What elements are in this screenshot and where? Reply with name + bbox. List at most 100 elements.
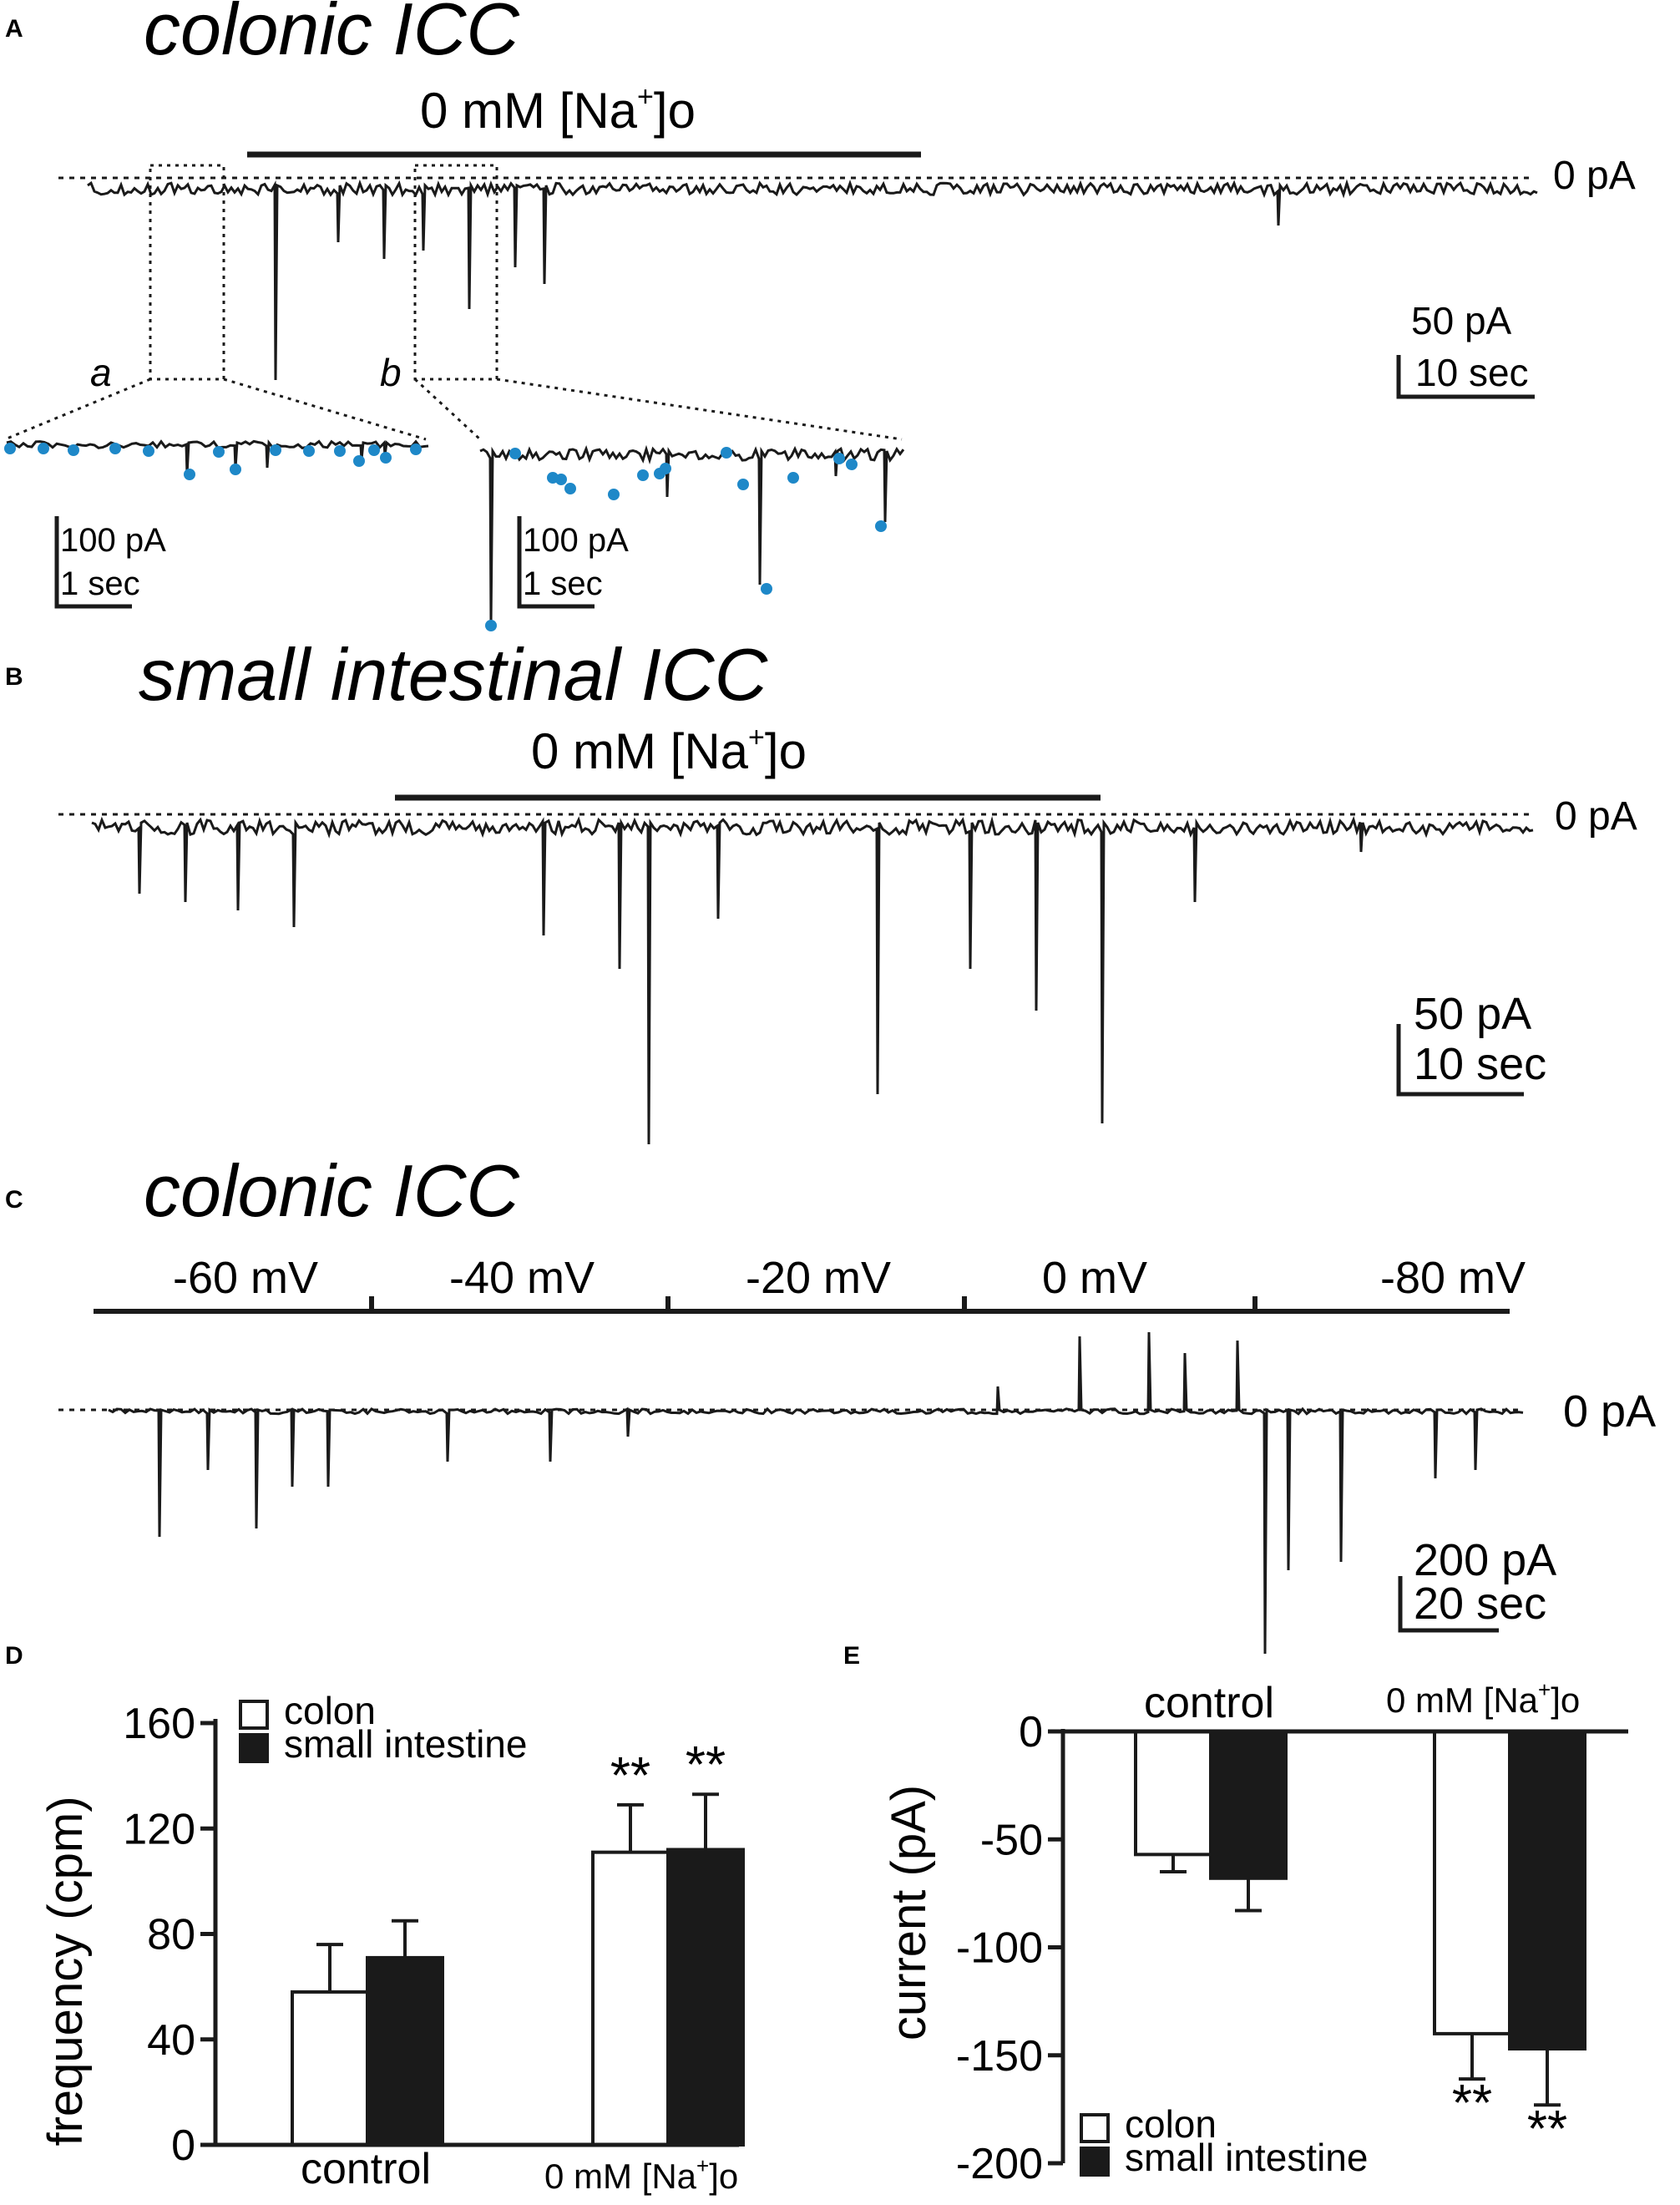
- panel-d-y-axis-label: frequency (cpm): [38, 1796, 93, 2146]
- event-marker: [833, 453, 845, 464]
- y-tick-label: 0: [171, 2121, 195, 2170]
- panel-a-inset-a-connector-right: [223, 378, 427, 441]
- panel-a-inset-b-label: b: [380, 351, 402, 394]
- event-marker: [230, 464, 241, 475]
- panel-letter-c: C: [5, 1186, 23, 1214]
- panel-b-scale-current: 50 pA: [1414, 989, 1531, 1039]
- event-marker: [875, 520, 887, 532]
- event-marker: [637, 469, 649, 481]
- event-marker: [334, 445, 346, 457]
- panel-e-legend-small-intestine: small intestine: [1125, 2136, 1368, 2179]
- bar-colon-1: [1433, 1730, 1511, 2035]
- y-tick-label: -150: [956, 2032, 1043, 2081]
- bar-small-intestine-1: [666, 1848, 745, 2147]
- event-marker: [38, 443, 49, 454]
- panel-a-current-trace: [87, 179, 1538, 381]
- event-marker: [761, 583, 772, 595]
- event-marker: [68, 444, 79, 456]
- panel-c-scale-bar: [1398, 1576, 1499, 1633]
- event-marker: [564, 483, 576, 494]
- panel-a-event-markers: [4, 443, 887, 631]
- panel-a-scale-time: 10 sec: [1415, 351, 1529, 394]
- panel-b-scale-time: 10 sec: [1414, 1039, 1546, 1089]
- panel-c-scale-current: 200 pA: [1414, 1535, 1556, 1585]
- event-marker: [368, 444, 380, 456]
- bar-colon-0: [1134, 1730, 1212, 1857]
- panel-a: A colonic ICC 0 mM [Na+]o 0 pA a b 50 pA…: [4, 0, 1636, 631]
- panel-e-y-axis-label: current (pA): [882, 1785, 936, 2040]
- panel-a-inset-b-trace: [479, 444, 905, 626]
- y-tick-label: 160: [123, 1700, 195, 1748]
- panel-c-voltage-1: -60 mV: [173, 1253, 318, 1303]
- panel-c-zero-label: 0 pA: [1563, 1386, 1656, 1437]
- panel-d: D frequency (cpm) 0 40 80 120 160 ** ** contr…: [5, 1642, 745, 2196]
- panel-b: B small intestinal ICC 0 mM [Na+]o 0 pA …: [5, 633, 1637, 1145]
- panel-a-inset-b-scale-bar: [517, 516, 595, 609]
- panel-a-inset-a-scale-time: 1 sec: [60, 565, 140, 602]
- event-marker: [213, 446, 225, 458]
- panel-a-inset-a-scale-bar: [54, 516, 132, 609]
- panel-e: E current (pA) 0 -50 -100 -150 -200 ** ** con…: [843, 1642, 1628, 2188]
- event-marker: [608, 489, 620, 500]
- event-marker: [660, 463, 671, 474]
- panel-b-current-trace: [91, 815, 1534, 1145]
- y-tick-label: 80: [147, 1911, 195, 1959]
- panel-a-title: colonic ICC: [144, 0, 520, 70]
- event-marker: [555, 474, 567, 485]
- panel-a-inset-a-label: a: [90, 351, 112, 394]
- panel-a-inset-b-connector-left: [413, 378, 482, 441]
- panel-a-inset-a-box: [149, 164, 225, 381]
- panel-b-title: small intestinal ICC: [139, 633, 769, 716]
- event-marker: [353, 455, 365, 467]
- y-tick-label: 40: [147, 2016, 195, 2065]
- panel-letter-b: B: [5, 663, 23, 691]
- panel-d-bars: ** **: [291, 1736, 745, 2147]
- panel-a-inset-b-box: [413, 164, 498, 381]
- event-marker: [184, 469, 195, 480]
- bar-small-intestine-0: [1209, 1730, 1288, 1880]
- event-marker: [270, 444, 281, 456]
- panel-a-scale-bar: [1396, 355, 1535, 399]
- panel-a-inset-b-connector-right: [496, 378, 903, 441]
- bar-colon-0: [291, 1990, 369, 2147]
- panel-e-legend-swatch-colon: [1080, 2113, 1110, 2143]
- significance-marker: **: [1452, 2075, 1492, 2132]
- panel-e-legend-colon: colon: [1125, 2102, 1217, 2146]
- panel-c-title: colonic ICC: [144, 1149, 520, 1232]
- panel-d-legend-colon: colon: [284, 1689, 376, 1732]
- panel-letter-a: A: [5, 15, 23, 43]
- panel-c: C colonic ICC -60 mV -40 mV -20 mV 0 mV …: [5, 1149, 1656, 1655]
- event-marker: [485, 620, 497, 631]
- panel-letter-e: E: [843, 1642, 860, 1670]
- panel-d-category-control: control: [301, 2145, 431, 2193]
- event-marker: [4, 443, 16, 454]
- event-marker: [509, 448, 521, 459]
- panel-b-scale-bar: [1396, 1024, 1524, 1097]
- y-tick-label: 0: [1019, 1708, 1043, 1756]
- panel-d-legend-small-intestine: small intestine: [284, 1722, 527, 1766]
- event-marker: [721, 447, 732, 459]
- panel-e-category-na-free: 0 mM [Na+]o: [1386, 1677, 1580, 1720]
- event-marker: [737, 479, 749, 490]
- bar-colon-1: [591, 1850, 670, 2147]
- significance-marker: **: [1527, 2101, 1567, 2158]
- panel-a-condition: 0 mM [Na+]o: [420, 81, 696, 139]
- panel-a-inset-b-scale-time: 1 sec: [523, 565, 603, 602]
- event-marker: [410, 444, 422, 455]
- panel-a-scale-current: 50 pA: [1411, 299, 1512, 342]
- event-marker: [109, 443, 121, 454]
- event-marker: [380, 452, 392, 464]
- panel-c-voltage-4: 0 mV: [1042, 1253, 1147, 1303]
- panel-c-voltage-3: -20 mV: [746, 1253, 891, 1303]
- event-marker: [303, 445, 315, 457]
- event-marker: [787, 472, 799, 484]
- panel-b-zero-label: 0 pA: [1555, 794, 1637, 839]
- panel-a-inset-a-scale-current: 100 pA: [60, 522, 166, 559]
- y-tick-label: -100: [956, 1924, 1043, 1973]
- panel-e-bars: ** **: [1134, 1730, 1586, 2158]
- panel-d-legend-swatch-small-intestine: [239, 1733, 269, 1763]
- y-tick-label: -200: [956, 2140, 1043, 2188]
- panel-letter-d: D: [5, 1642, 23, 1670]
- significance-marker: **: [686, 1736, 726, 1794]
